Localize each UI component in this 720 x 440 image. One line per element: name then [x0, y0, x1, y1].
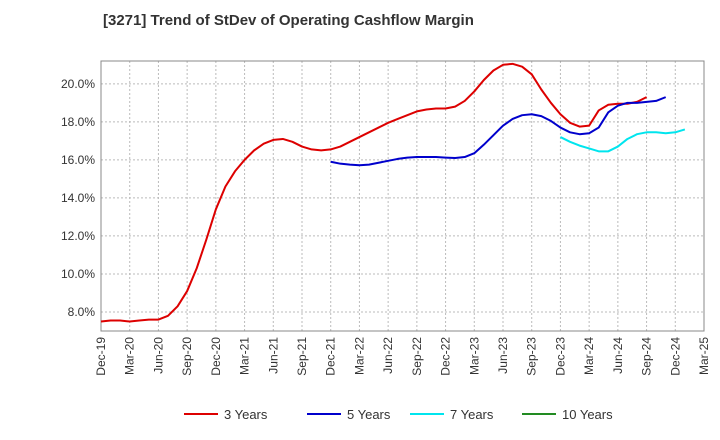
- x-tick-label: Jun-22: [381, 337, 395, 374]
- x-tick-label: Jun-20: [151, 337, 165, 374]
- x-tick-label: Sep-24: [640, 337, 654, 376]
- y-tick-label: 12.0%: [61, 229, 95, 243]
- y-tick-label: 8.0%: [68, 305, 96, 319]
- x-axis: Dec-19 Mar-20 Jun-20 Sep-20 Dec-20 Mar-21 Jun-…: [94, 337, 711, 376]
- chart-title: [3271] Trend of StDev of Operating Cashf…: [103, 12, 474, 29]
- legend-label: 5 Years: [347, 407, 391, 422]
- legend-label: 3 Years: [224, 407, 268, 422]
- series-line-7-years: [559, 128, 686, 153]
- x-tick-label: Sep-23: [525, 337, 539, 376]
- plot-area: [100, 60, 705, 332]
- legend-label: 7 Years: [450, 407, 494, 422]
- x-tick-label: Sep-20: [180, 337, 194, 376]
- x-tick-label: Dec-20: [209, 337, 223, 376]
- y-tick-label: 14.0%: [61, 191, 95, 205]
- x-tick-label: Mar-25: [697, 337, 711, 375]
- x-tick-label: Dec-23: [553, 337, 567, 376]
- grid: [100, 61, 705, 331]
- y-axis: 8.0% 10.0% 12.0% 14.0% 16.0% 18.0% 20.0%: [61, 77, 95, 319]
- x-tick-label: Dec-19: [94, 337, 108, 376]
- x-tick-label: Mar-24: [582, 337, 596, 375]
- series-group: [100, 62, 686, 323]
- x-tick-label: Mar-21: [238, 337, 252, 375]
- x-tick-label: Jun-21: [266, 337, 280, 374]
- y-tick-label: 18.0%: [61, 115, 95, 129]
- x-tick-label: Sep-22: [410, 337, 424, 376]
- y-tick-label: 16.0%: [61, 153, 95, 167]
- y-tick-label: 10.0%: [61, 267, 95, 281]
- x-tick-label: Mar-23: [467, 337, 481, 375]
- legend-label: 10 Years: [562, 407, 613, 422]
- series-line-5-years: [330, 96, 667, 167]
- x-tick-label: Dec-22: [439, 337, 453, 376]
- x-tick-label: Dec-21: [324, 337, 338, 376]
- x-tick-label: Mar-20: [123, 337, 137, 375]
- x-tick-label: Mar-22: [352, 337, 366, 375]
- x-tick-label: Jun-24: [611, 337, 625, 374]
- x-tick-label: Sep-21: [295, 337, 309, 376]
- legend: 3 Years 5 Years 7 Years 10 Years: [184, 407, 613, 422]
- series-line-3-years: [100, 62, 648, 323]
- y-tick-label: 20.0%: [61, 77, 95, 91]
- x-tick-label: Dec-24: [668, 337, 682, 376]
- x-tick-label: Jun-23: [496, 337, 510, 374]
